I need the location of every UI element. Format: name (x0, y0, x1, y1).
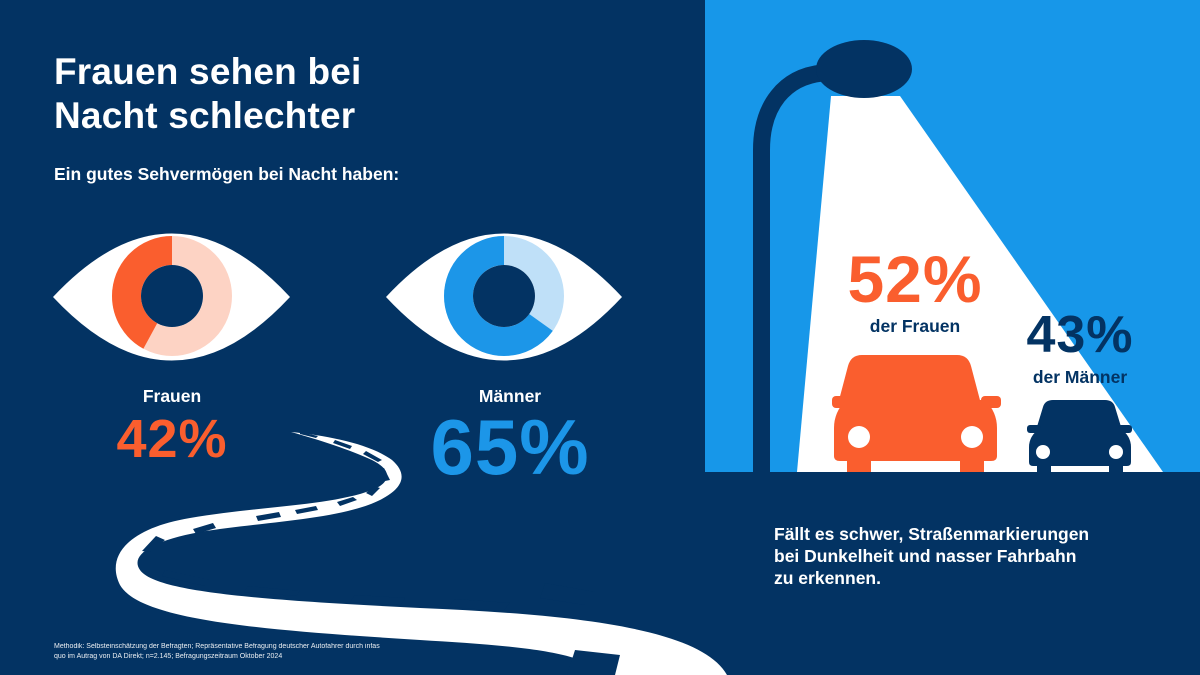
label-men-road-markings: der Männer (1032, 367, 1128, 387)
value-men-road-markings: 43% (1026, 306, 1134, 364)
winding-road-icon (115, 432, 728, 675)
value-men-eyesight: 65% (430, 403, 590, 491)
label-women-road-markings: der Frauen (869, 316, 961, 336)
eye-icon-women (53, 233, 290, 361)
donut-women-value (112, 236, 232, 356)
value-women-road-markings: 52% (847, 242, 983, 316)
value-women-eyesight: 42% (116, 409, 228, 469)
page-title: Frauen sehen bei Nacht schlechter (54, 51, 362, 136)
eye-label-women: Frauen (142, 386, 202, 406)
road-markings-caption: Fällt es schwer, Straßenmarkierungen bei… (774, 524, 1090, 588)
eye-label-men: Männer (478, 386, 542, 406)
donut-men-value (444, 236, 564, 356)
car-icon-men (1027, 400, 1132, 472)
car-icon-women (832, 355, 1001, 472)
page-subtitle: Ein gutes Sehvermögen bei Nacht haben: (54, 164, 400, 184)
eye-icon-men (386, 233, 622, 361)
methodology-footnote: Methodik: Selbsteinschätzung der Befragt… (54, 643, 380, 660)
street-lamp-icon (753, 40, 912, 472)
